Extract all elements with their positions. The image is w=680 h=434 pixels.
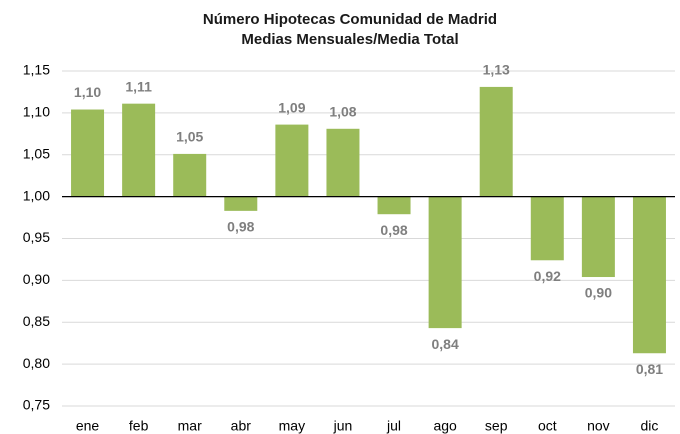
y-tick-label: 1,00 — [23, 187, 50, 203]
bar — [173, 153, 207, 197]
bar — [71, 109, 105, 197]
data-label: 0,92 — [534, 268, 561, 284]
data-label: 1,11 — [125, 78, 152, 94]
bar — [428, 196, 462, 329]
data-label: 1,09 — [278, 99, 305, 115]
y-tick-label: 0,75 — [23, 397, 50, 413]
y-tick-label: 0,85 — [23, 313, 50, 329]
y-tick-label: 1,15 — [23, 62, 50, 78]
x-tick-label: nov — [587, 418, 610, 434]
data-label: 0,90 — [585, 285, 612, 301]
bar — [479, 86, 513, 197]
x-tick-label: dic — [641, 418, 659, 434]
x-tick-label: oct — [538, 418, 557, 434]
data-label: 1,10 — [74, 84, 101, 100]
data-label: 0,98 — [227, 219, 254, 235]
bar — [632, 196, 666, 354]
data-label: 1,05 — [176, 129, 203, 145]
bar — [122, 103, 156, 197]
x-tick-label: ene — [76, 418, 100, 434]
y-tick-label: 1,05 — [23, 145, 50, 161]
bar — [275, 124, 309, 197]
y-tick-label: 0,95 — [23, 229, 50, 245]
data-label: 1,13 — [483, 62, 510, 78]
x-tick-label: sep — [485, 418, 508, 434]
y-tick-label: 0,90 — [23, 271, 50, 287]
chart-subtitle: Medias Mensuales/Media Total — [241, 31, 458, 48]
bar — [530, 196, 564, 261]
data-label: 0,81 — [636, 361, 663, 377]
data-label: 0,98 — [380, 222, 407, 238]
data-label: 0,84 — [432, 336, 459, 352]
bar — [224, 196, 258, 211]
y-tick-label: 1,10 — [23, 104, 50, 120]
x-tick-label: abr — [231, 418, 252, 434]
y-tick-label: 0,80 — [23, 355, 50, 371]
chart-title: Número Hipotecas Comunidad de Madrid — [203, 11, 497, 28]
x-tick-label: feb — [129, 418, 149, 434]
x-tick-label: jul — [386, 418, 401, 434]
x-tick-label: jun — [333, 418, 353, 434]
x-tick-label: mar — [178, 418, 202, 434]
bar — [581, 196, 615, 278]
x-tick-label: ago — [433, 418, 457, 434]
bar — [377, 196, 411, 215]
data-label: 1,08 — [329, 103, 356, 119]
bar — [326, 128, 360, 197]
x-tick-label: may — [279, 418, 305, 434]
